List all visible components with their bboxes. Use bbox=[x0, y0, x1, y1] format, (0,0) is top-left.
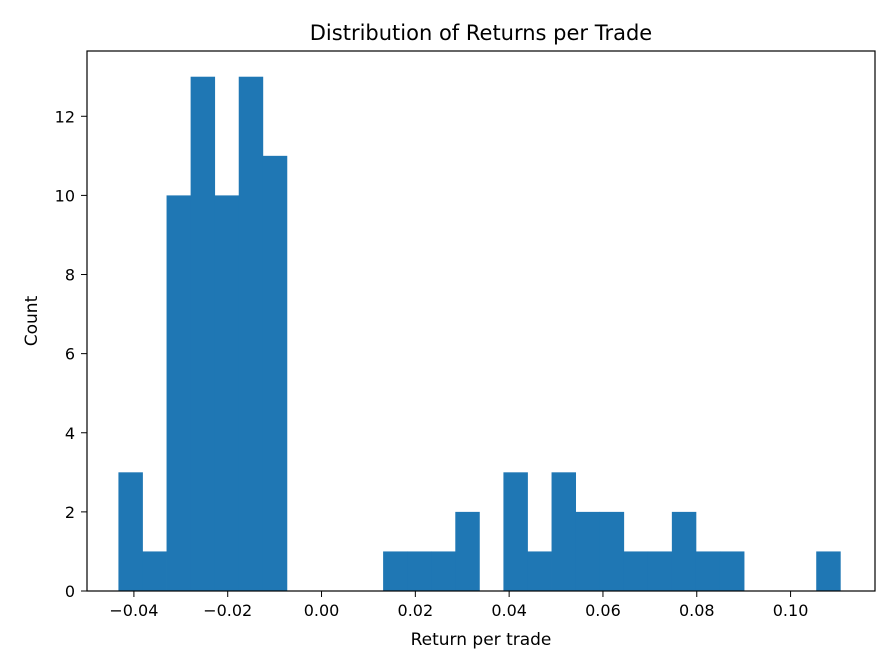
histogram-bar bbox=[575, 511, 601, 591]
y-tick-label: 2 bbox=[65, 503, 75, 522]
histogram-bar bbox=[166, 195, 192, 591]
chart-title: Distribution of Returns per Trade bbox=[310, 21, 652, 45]
y-tick-label: 10 bbox=[55, 186, 75, 205]
histogram-bar bbox=[623, 551, 649, 591]
histogram-bar bbox=[551, 472, 577, 591]
histogram-bar bbox=[599, 511, 625, 591]
histogram-bar bbox=[647, 551, 673, 591]
histogram-bar bbox=[190, 76, 216, 591]
y-axis-label: Count bbox=[22, 295, 42, 346]
x-tick-label: 0.02 bbox=[398, 601, 434, 620]
histogram-bar bbox=[407, 551, 432, 591]
histogram-bar bbox=[719, 551, 745, 591]
histogram-bar bbox=[118, 472, 143, 591]
y-tick-label: 0 bbox=[65, 582, 75, 601]
histogram-bar bbox=[671, 511, 697, 591]
x-tick-label: 0.04 bbox=[491, 601, 527, 620]
bars-group bbox=[118, 76, 841, 592]
x-tick-label: −0.04 bbox=[109, 601, 158, 620]
y-axis-ticks: 0 2 4 6 8 10 12 bbox=[55, 107, 87, 601]
x-axis-ticks: −0.04 −0.02 0.00 0.02 0.04 0.06 0.08 0.10 bbox=[109, 591, 808, 620]
x-tick-label: 0.08 bbox=[679, 601, 715, 620]
y-tick-label: 6 bbox=[65, 345, 75, 364]
histogram-bar bbox=[527, 551, 552, 591]
histogram-bar bbox=[431, 551, 456, 591]
x-tick-label: 0.06 bbox=[585, 601, 621, 620]
y-tick-label: 8 bbox=[65, 266, 75, 285]
histogram-bar bbox=[383, 551, 408, 591]
histogram-bar bbox=[214, 195, 240, 591]
histogram-bar bbox=[142, 551, 167, 591]
x-tick-label: 0.00 bbox=[304, 601, 340, 620]
histogram-bar bbox=[816, 551, 841, 591]
x-tick-label: 0.10 bbox=[773, 601, 809, 620]
x-axis-label: Return per trade bbox=[411, 630, 552, 650]
histogram-bar bbox=[503, 472, 528, 591]
x-tick-label: −0.02 bbox=[203, 601, 252, 620]
histogram-bar bbox=[695, 551, 721, 591]
y-tick-label: 4 bbox=[65, 424, 75, 443]
histogram-bar bbox=[455, 511, 480, 591]
histogram-bar bbox=[262, 155, 288, 592]
y-tick-label: 12 bbox=[55, 107, 75, 126]
histogram-bar bbox=[238, 76, 264, 591]
plot-frame bbox=[86, 50, 876, 592]
